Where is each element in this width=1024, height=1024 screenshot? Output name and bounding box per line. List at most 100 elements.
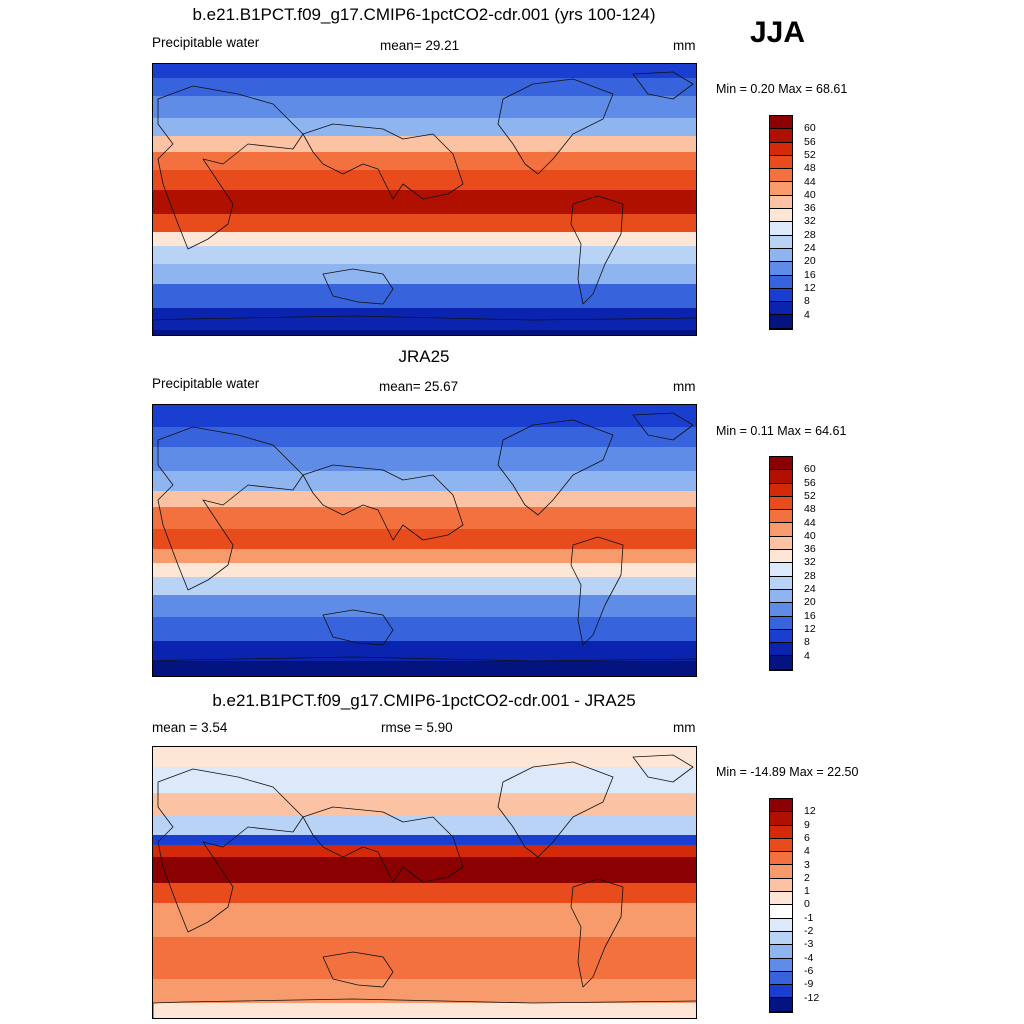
- colorbar-swatch: [770, 825, 792, 839]
- contour-band: [153, 96, 696, 119]
- colorbar-label: 56: [804, 476, 816, 489]
- coastline: [302, 123, 464, 200]
- map-field: [153, 405, 696, 676]
- colorbar-swatch: [770, 812, 792, 826]
- colorbar-swatch: [770, 169, 792, 183]
- colorbar-swatch: [770, 182, 792, 196]
- colorbar-label: 40: [804, 529, 816, 542]
- contour-band: [153, 835, 696, 846]
- contour-band: [153, 815, 696, 836]
- contour-band: [153, 214, 696, 233]
- colorbar-label: 0: [804, 898, 810, 911]
- colorbar-label: 52: [804, 489, 816, 502]
- colorbar-label: -3: [804, 938, 814, 951]
- coastline: [322, 268, 394, 305]
- colorbar-swatch: [770, 905, 792, 919]
- contour-band: [153, 549, 696, 564]
- contour-band: [153, 747, 696, 768]
- colorbar-label: 52: [804, 148, 816, 161]
- coastline: [570, 878, 624, 988]
- coastline: [570, 195, 624, 305]
- contour-band: [153, 471, 696, 492]
- colorbar-label: 28: [804, 228, 816, 241]
- colorbar-label: 4: [804, 845, 810, 858]
- colorbar-swatch: [770, 918, 792, 932]
- contour-band: [153, 883, 696, 904]
- coastline: [157, 426, 304, 591]
- colorbar-swatch: [770, 563, 792, 577]
- panel-3-rmse-label: rmse = 5.90: [381, 720, 453, 735]
- coastline: [302, 806, 464, 883]
- colorbar-swatch: [770, 656, 792, 670]
- colorbar-label: -4: [804, 951, 814, 964]
- panel-2-mean-label: mean= 25.67: [379, 379, 459, 394]
- contour-band: [153, 595, 696, 618]
- coastline: [322, 609, 394, 646]
- contour-band: [153, 447, 696, 472]
- colorbar-swatch: [770, 603, 792, 617]
- panel-2-variable-label: Precipitable water: [152, 376, 260, 391]
- colorbar-label: 16: [804, 268, 816, 281]
- colorbar-swatch: [770, 142, 792, 156]
- colorbar-label: -2: [804, 925, 814, 937]
- colorbar-swatch: [770, 799, 792, 813]
- panel-3-map: [152, 746, 697, 1019]
- colorbar-swatch: [770, 116, 792, 130]
- colorbar-label: 8: [804, 295, 810, 308]
- contour-band: [153, 507, 696, 530]
- colorbar-swatch: [770, 931, 792, 946]
- colorbar-swatch: [770, 838, 792, 853]
- contour-band: [153, 170, 696, 191]
- contour-band: [153, 793, 696, 816]
- contour-band: [153, 767, 696, 794]
- colorbar-label: 12: [804, 622, 816, 635]
- colorbar-swatch: [770, 483, 792, 497]
- colorbar-swatch: [770, 945, 792, 959]
- colorbar-label: 12: [804, 805, 816, 818]
- colorbar-label: 3: [804, 858, 810, 871]
- panel-1-mean-label: mean= 29.21: [380, 38, 460, 53]
- colorbar-label: -9: [804, 978, 814, 991]
- colorbar-label: 32: [804, 556, 816, 569]
- season-label: JJA: [750, 16, 806, 49]
- contour-band: [153, 661, 696, 676]
- colorbar-swatch: [770, 536, 792, 551]
- contour-band: [153, 308, 696, 331]
- contour-band: [153, 857, 696, 884]
- contour-band: [153, 152, 696, 171]
- panel-2-map: [152, 404, 697, 677]
- contour-band: [153, 118, 696, 137]
- contour-band: [153, 264, 696, 285]
- colorbar-swatch: [770, 998, 792, 1012]
- panel-2-colorbar: 60 56 52 48 44 40 36 32 28 24 20 16 12 8 4: [769, 456, 816, 671]
- contour-band: [153, 284, 696, 309]
- colorbar-swatch: [770, 985, 792, 999]
- colorbar-swatch: [770, 629, 792, 644]
- colorbar-swatch: [770, 550, 792, 564]
- colorbar-label: 2: [804, 871, 810, 884]
- colorbar-swatch: [770, 129, 792, 143]
- contour-band: [153, 330, 696, 335]
- colorbar-swatch: [770, 302, 792, 316]
- colorbar-swatch: [770, 195, 792, 210]
- panel-1-units: mm: [673, 38, 696, 53]
- colorbar-swatch: [770, 262, 792, 276]
- panel-2-minmax: Min = 0.11 Max = 64.61: [716, 424, 847, 438]
- colorbar-label: 24: [804, 242, 816, 254]
- contour-band: [153, 641, 696, 662]
- coastline: [570, 536, 624, 646]
- colorbar-swatch: [770, 288, 792, 303]
- colorbar-swatch: [770, 971, 792, 986]
- contour-band: [153, 979, 696, 1004]
- contour-band: [153, 577, 696, 596]
- colorbar-label: 48: [804, 162, 816, 175]
- colorbar-swatch: [770, 589, 792, 604]
- coastline: [322, 951, 394, 988]
- coastline: [632, 412, 694, 441]
- colorbar-swatch: [770, 275, 792, 289]
- contour-band: [153, 78, 696, 97]
- contour-band: [153, 563, 696, 578]
- panel-3-mean-label: mean = 3.54: [152, 720, 228, 735]
- panel-1-colorbar: 60 56 52 48 44 40 36 32 28 24 20 16 12 8 4: [769, 115, 816, 330]
- contour-band: [153, 845, 696, 858]
